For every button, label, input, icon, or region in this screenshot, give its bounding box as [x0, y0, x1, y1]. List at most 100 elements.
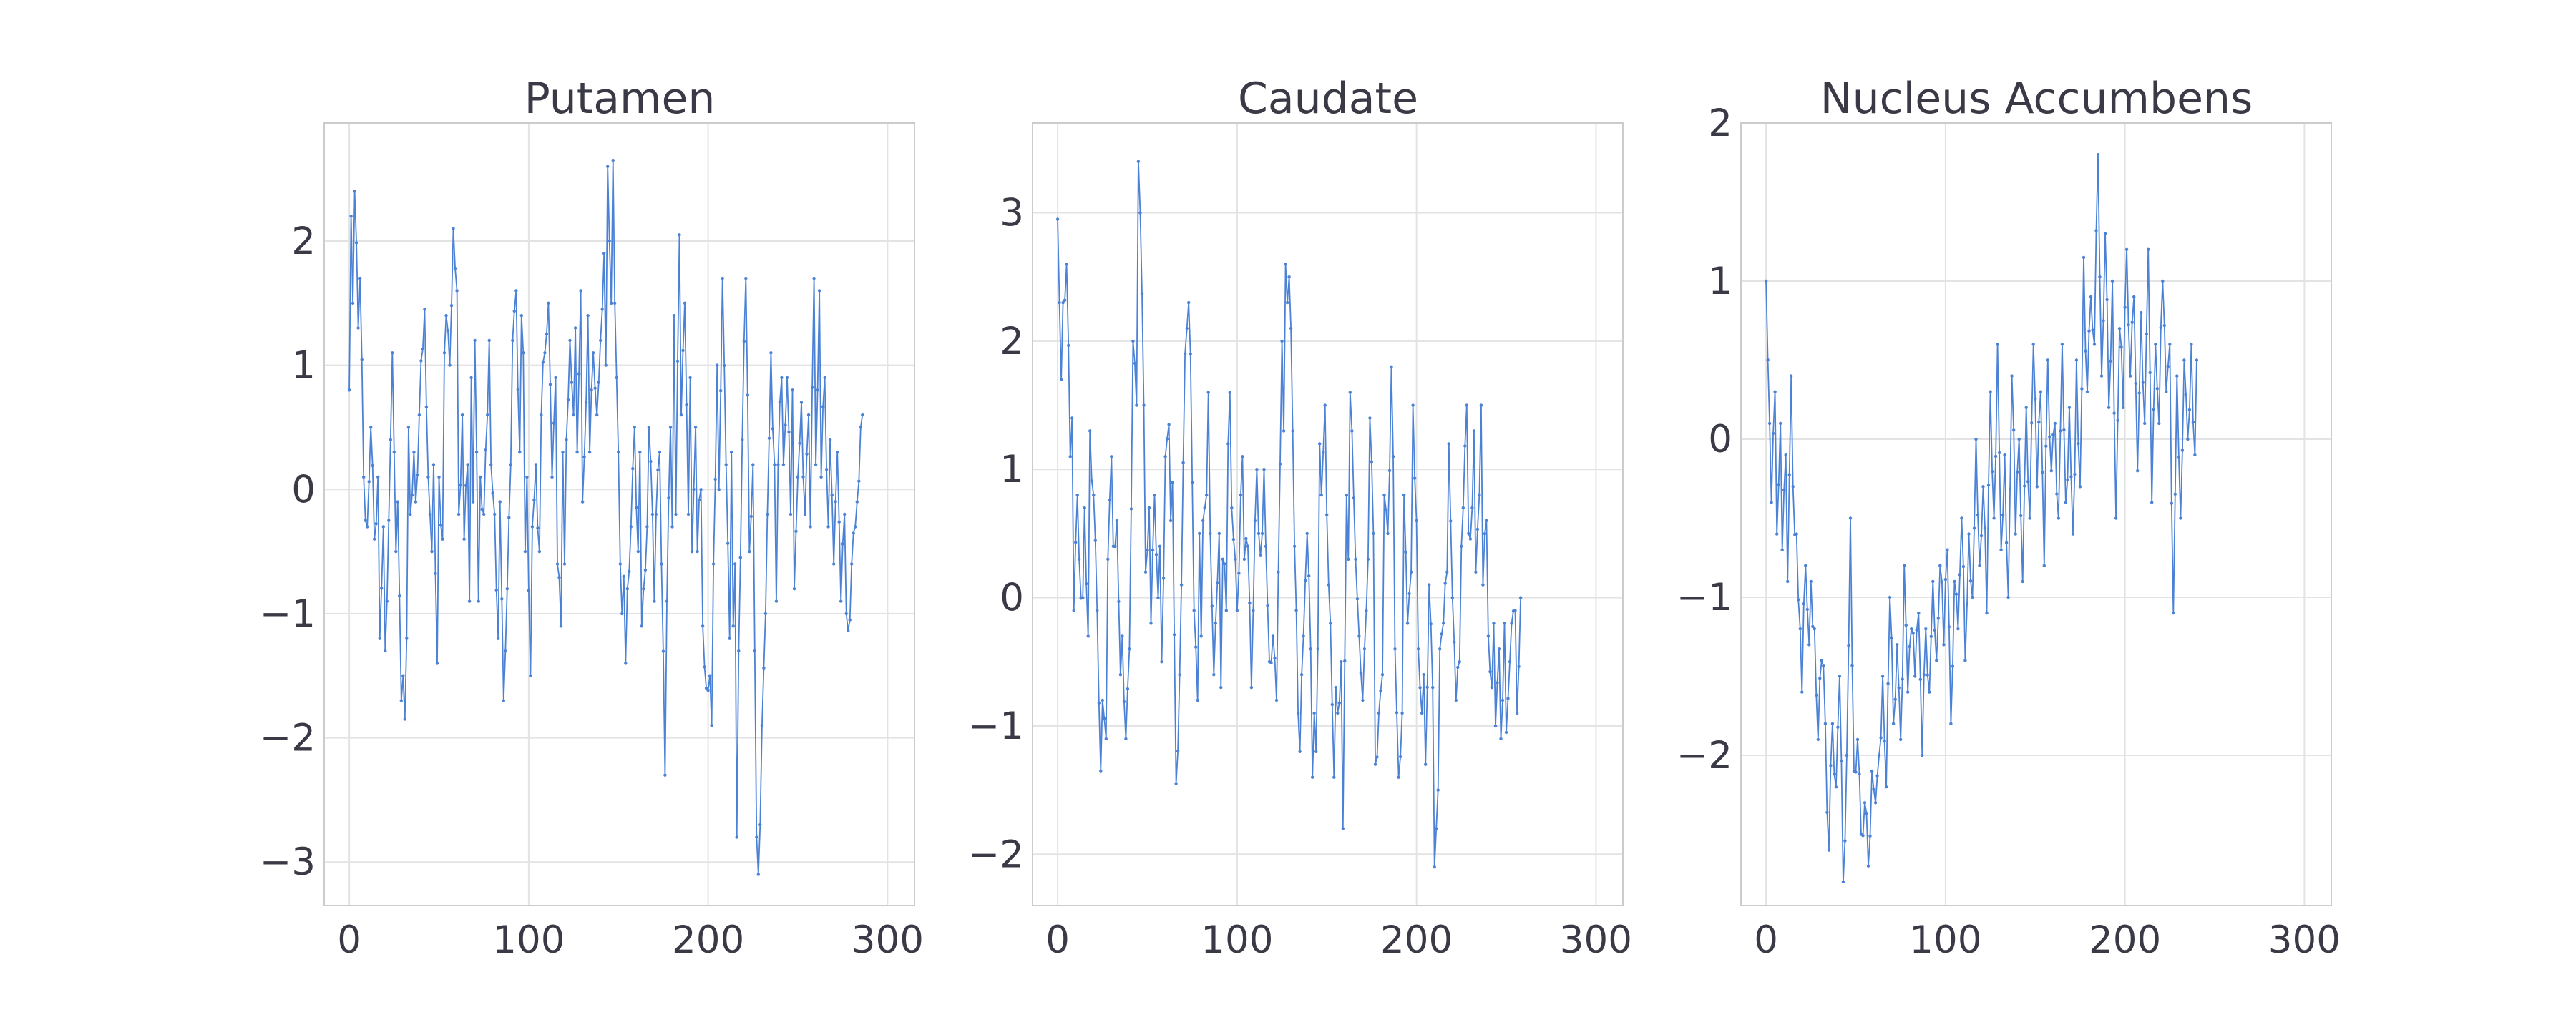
data-point	[1085, 582, 1088, 586]
data-point	[2023, 484, 2026, 488]
y-tick-label: 3	[1000, 192, 1024, 235]
data-point	[2154, 343, 2157, 346]
data-point	[2051, 433, 2055, 436]
data-point	[753, 649, 757, 653]
data-point	[431, 463, 436, 466]
data-point	[613, 301, 617, 305]
data-point	[1773, 390, 1777, 393]
data-point	[1255, 468, 1259, 471]
data-point	[1277, 570, 1280, 574]
data-point	[737, 649, 741, 653]
data-point	[817, 289, 821, 293]
data-point	[1847, 644, 1850, 647]
x-tick-label: 200	[1380, 918, 1453, 962]
data-point	[809, 525, 812, 529]
data-point	[1372, 531, 1375, 536]
data-point	[1777, 483, 1780, 486]
data-point	[1086, 634, 1090, 638]
data-point	[381, 525, 385, 529]
data-point	[828, 438, 832, 441]
data-point	[826, 525, 830, 529]
data-point	[821, 405, 825, 408]
data-point	[717, 488, 721, 491]
data-point	[1953, 579, 1956, 584]
data-point	[2042, 564, 2046, 567]
data-point	[1216, 581, 1219, 584]
data-point	[1266, 604, 1269, 607]
panel-nucleus-accumbens: 0 100 200 300 −2 −1 0 1 2 Nucleus Accumbens	[1677, 74, 2341, 962]
data-point	[2110, 279, 2114, 283]
data-point	[1836, 725, 1840, 729]
data-point	[733, 562, 737, 566]
data-point	[1834, 785, 1838, 789]
data-point	[701, 624, 705, 628]
data-point	[844, 612, 848, 616]
data-point	[441, 537, 444, 541]
data-point	[391, 351, 394, 355]
data-point	[2112, 411, 2116, 415]
data-point	[679, 413, 683, 417]
data-point	[1816, 737, 1820, 742]
data-point	[1820, 659, 1823, 662]
plot-border	[323, 122, 915, 906]
data-point	[2059, 429, 2062, 433]
data-point	[1409, 570, 1413, 574]
data-point	[2066, 478, 2069, 481]
data-point	[462, 537, 466, 541]
data-point	[554, 376, 557, 380]
data-point	[1911, 632, 1915, 635]
data-point	[1235, 609, 1239, 612]
data-point	[1260, 531, 1264, 536]
data-point	[758, 823, 762, 827]
data-point	[1470, 506, 1474, 510]
data-point	[509, 463, 512, 466]
data-point	[1151, 549, 1155, 552]
data-point	[1400, 711, 1404, 715]
data-point	[417, 413, 421, 417]
data-point	[1115, 519, 1119, 523]
data-point	[484, 448, 487, 452]
data-point	[437, 475, 441, 479]
data-point	[360, 358, 364, 361]
data-point	[2175, 374, 2179, 378]
data-point	[1192, 609, 1196, 612]
data-point	[1292, 544, 1297, 548]
data-point	[1942, 643, 1946, 647]
data-point	[1167, 423, 1171, 426]
data-point	[656, 468, 660, 471]
data-point	[1352, 496, 1356, 500]
data-point	[1518, 596, 1523, 599]
data-point	[1978, 564, 1981, 567]
y-tick-label: −2	[1677, 734, 1732, 778]
data-point	[582, 455, 586, 459]
data-point	[1083, 506, 1086, 510]
data-point	[1479, 403, 1483, 407]
data-point	[595, 413, 599, 417]
plot-area	[1740, 122, 2332, 906]
data-point	[1362, 647, 1367, 651]
data-point	[1956, 627, 1960, 631]
data-point	[561, 451, 565, 454]
data-point	[2010, 374, 2014, 378]
data-point	[1854, 770, 1858, 774]
data-point	[1093, 539, 1098, 542]
data-point	[2180, 448, 2185, 452]
data-point	[579, 289, 582, 293]
data-point	[1811, 624, 1815, 629]
data-point	[600, 308, 604, 311]
data-point	[806, 413, 811, 417]
data-point	[1274, 698, 1279, 702]
data-point	[1237, 572, 1241, 575]
y-tick-label: 0	[291, 468, 316, 511]
data-point	[568, 338, 572, 343]
data-point	[1384, 508, 1388, 511]
y-tick-label: −2	[260, 717, 316, 760]
data-point	[580, 500, 585, 504]
data-point	[455, 289, 459, 293]
data-point	[1424, 762, 1428, 766]
data-point	[1099, 769, 1103, 772]
data-point	[1178, 673, 1181, 677]
data-point	[1311, 775, 1314, 779]
data-point	[586, 314, 590, 318]
data-point	[1771, 431, 1775, 436]
